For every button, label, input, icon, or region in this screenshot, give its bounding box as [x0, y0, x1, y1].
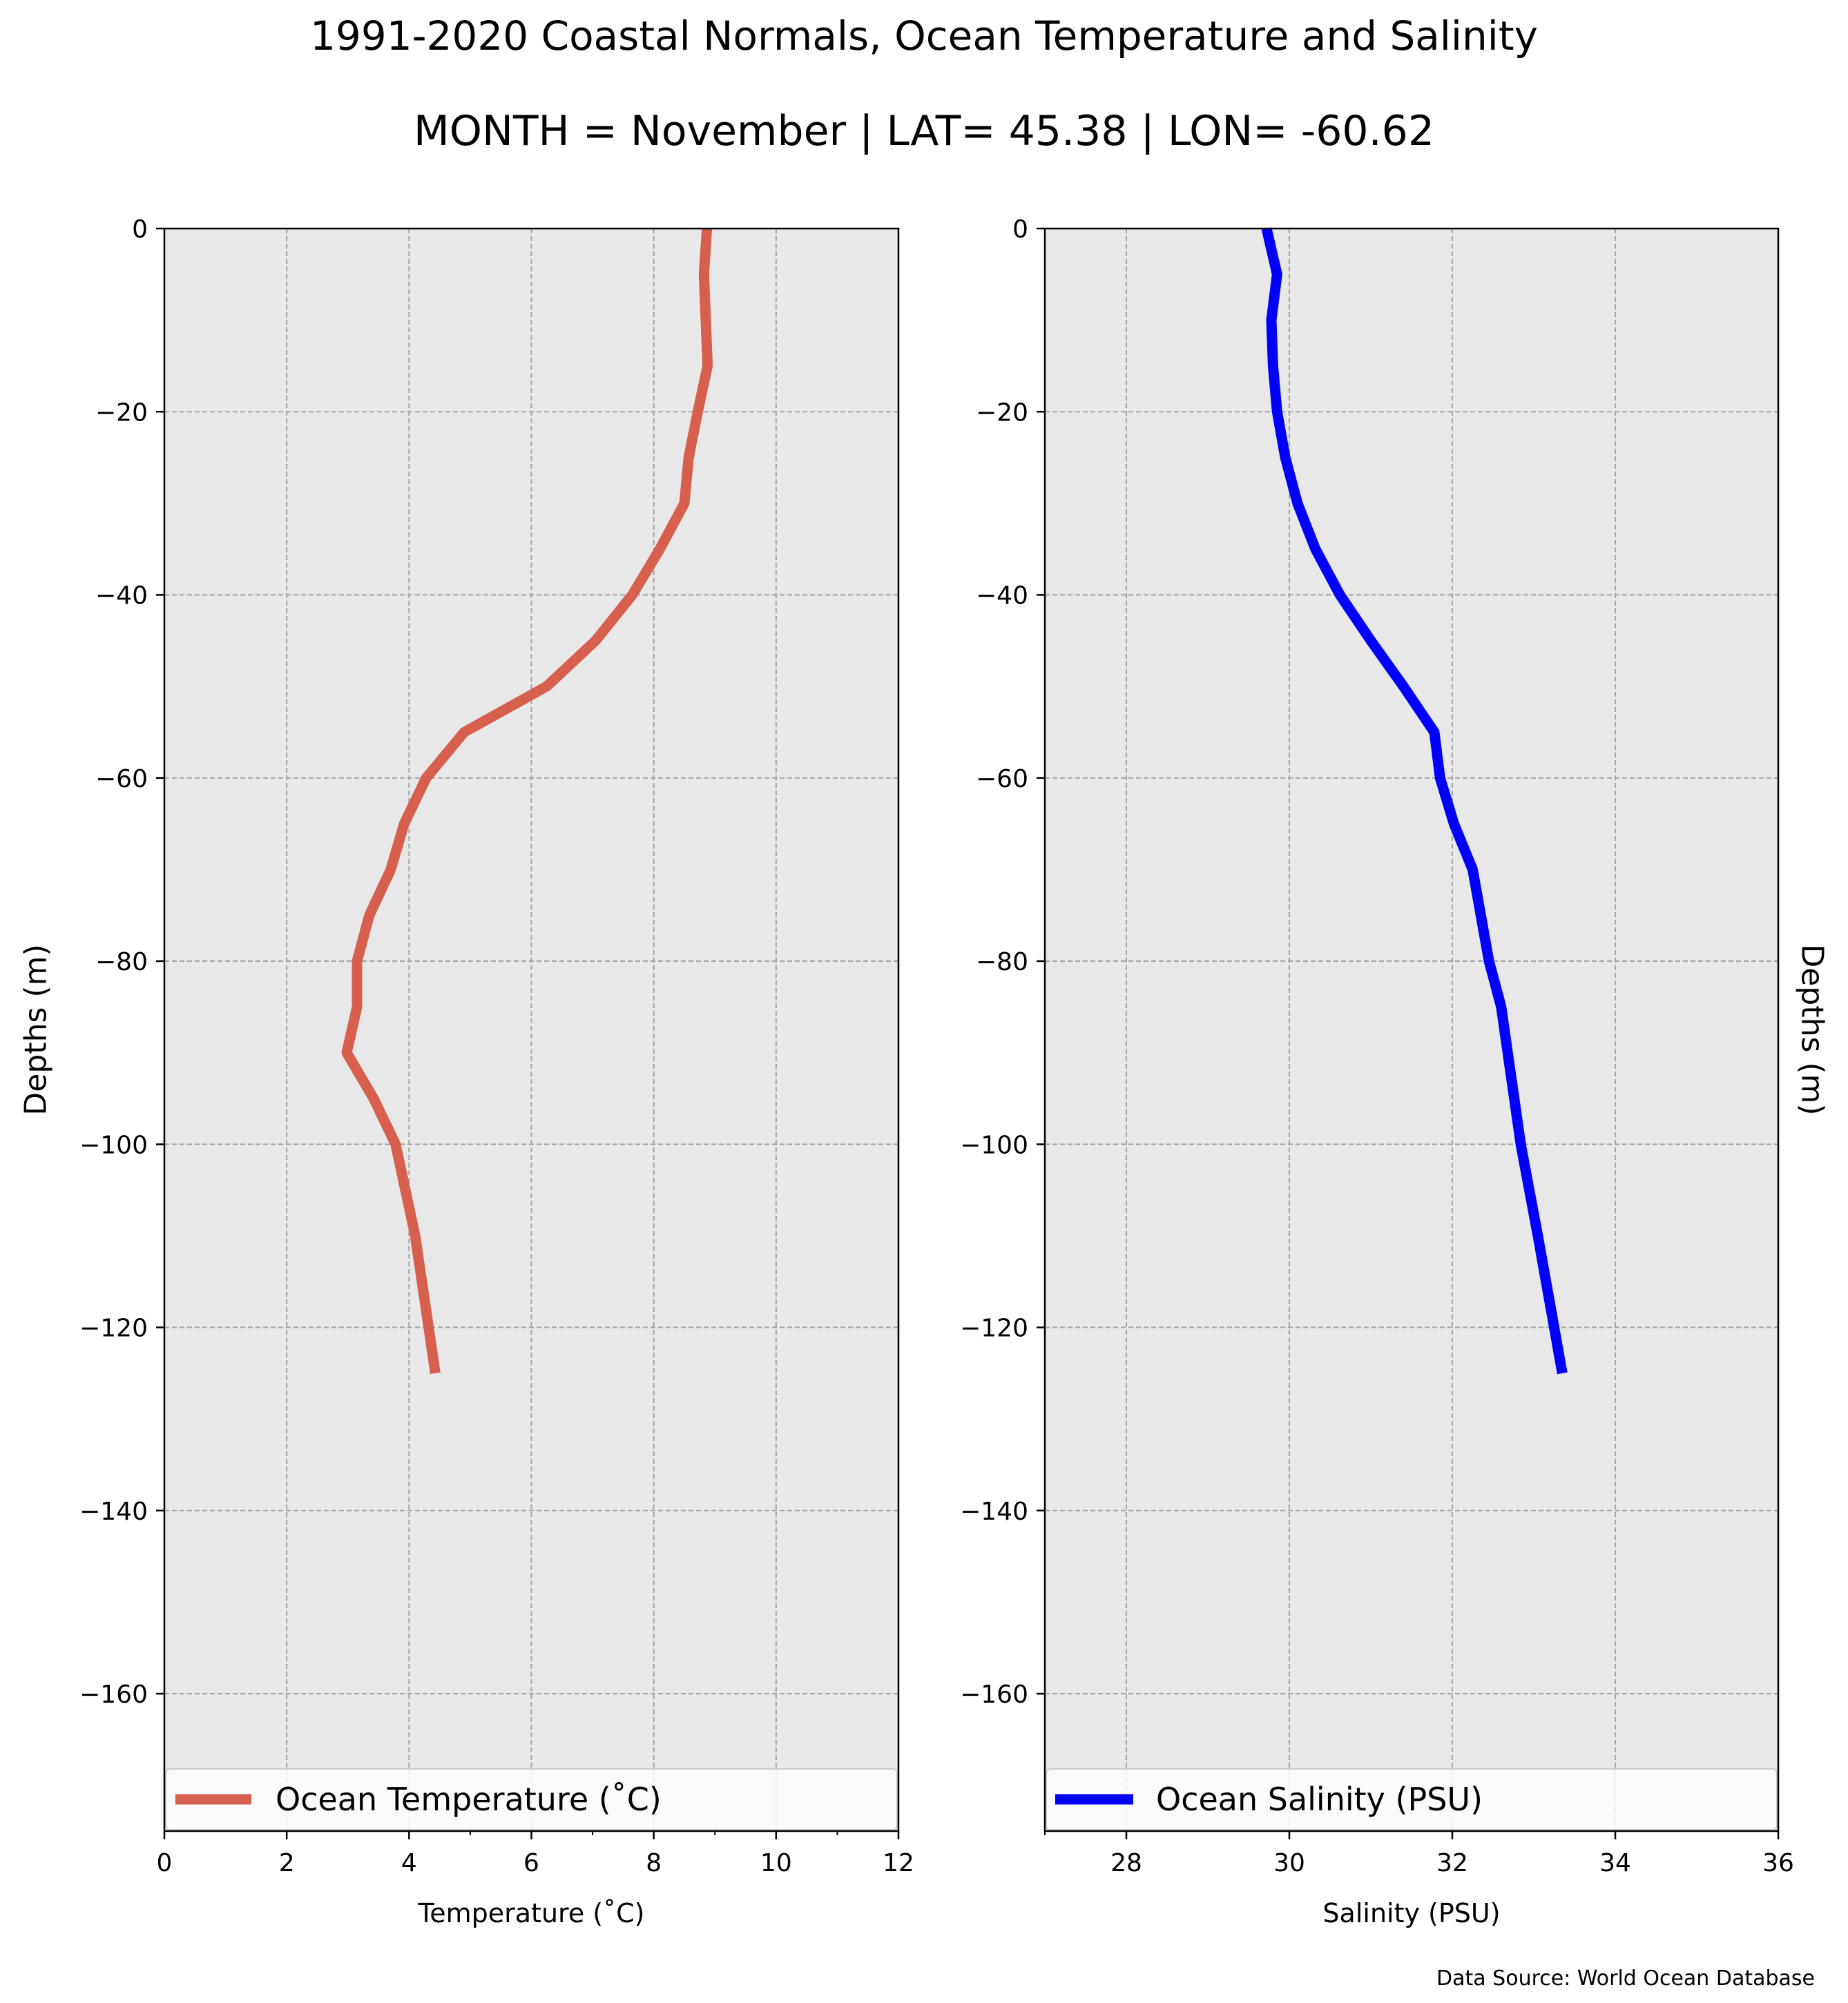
series-line-0 — [341, 228, 713, 1374]
y-tick-label: −120 — [79, 1315, 148, 1343]
y-tick-label: −40 — [95, 582, 148, 610]
x-tick-label: 28 — [1110, 1849, 1142, 1877]
y-tick-label: −100 — [960, 1131, 1028, 1159]
salinity-panel: Ocean Salinity (PSU) 28 30 32 34 36 0 −20 −40 −60… — [960, 215, 1829, 1928]
y-tick-label: −20 — [976, 398, 1028, 427]
figure-subtitle: MONTH = November | LAT= 45.38 | LON= -60… — [414, 107, 1434, 155]
x-tick-label: 6 — [523, 1849, 539, 1877]
plot-area — [1045, 229, 1778, 1831]
y-tick-label: −120 — [960, 1315, 1028, 1343]
legend-box — [1046, 1768, 1778, 1830]
legend-label: Ocean Salinity (PSU) — [1156, 1781, 1483, 1818]
series-line-0 — [1261, 227, 1568, 1375]
x-tick-label: 34 — [1599, 1849, 1631, 1877]
y-tick-label: −160 — [79, 1681, 148, 1709]
axes-frame — [1043, 227, 1780, 1832]
x-tick-label: 2 — [279, 1849, 295, 1877]
x-tick-label: 4 — [401, 1849, 417, 1877]
y-tick-label: −80 — [95, 948, 148, 976]
temperature-panel: Ocean Temperature (˚C) 0 2 4 6 8 10 12 0 −20 −40 −6… — [19, 215, 914, 1928]
y-tick-label: −100 — [79, 1131, 148, 1159]
x-tick-label: 36 — [1762, 1849, 1794, 1877]
x-tick-label: 32 — [1436, 1849, 1468, 1877]
y-tick-label: −80 — [976, 948, 1028, 976]
y-tick-label: −60 — [95, 765, 148, 793]
y-tick-label: 0 — [132, 215, 148, 244]
data-source-note: Data Source: World Ocean Database — [1436, 1966, 1815, 1991]
x-tick-label: 0 — [157, 1849, 173, 1877]
y-tick-label: −20 — [95, 398, 148, 427]
y-axis-label: Depths (m) — [19, 944, 54, 1115]
y-tick-label: −40 — [976, 582, 1028, 610]
y-axis-label: Depths (m) — [1795, 944, 1830, 1115]
y-tick-label: 0 — [1012, 215, 1028, 244]
x-tick-label: 30 — [1273, 1849, 1305, 1877]
x-tick-label: 12 — [883, 1849, 914, 1877]
legend-label: Ocean Temperature (˚C) — [276, 1781, 662, 1818]
x-axis-label: Salinity (PSU) — [1322, 1898, 1500, 1928]
x-tick-label: 8 — [646, 1849, 662, 1877]
y-tick-label: −140 — [960, 1498, 1028, 1526]
figure-title: 1991-2020 Coastal Normals, Ocean Tempera… — [310, 12, 1538, 59]
legend-box — [165, 1768, 898, 1830]
x-tick-label: 10 — [760, 1849, 792, 1877]
y-tick-label: −140 — [79, 1498, 148, 1526]
y-tick-label: −60 — [976, 765, 1028, 793]
y-tick-label: −160 — [960, 1681, 1028, 1709]
x-axis-label: Temperature (˚C) — [418, 1898, 645, 1928]
